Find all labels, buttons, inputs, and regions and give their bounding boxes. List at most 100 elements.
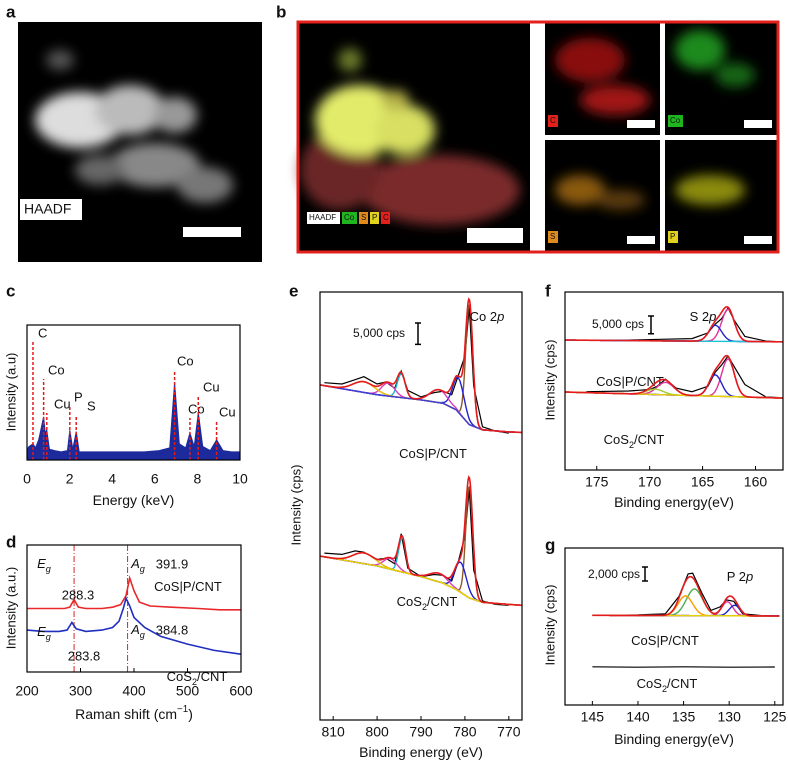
- x-axis-label: Energy (keV): [93, 492, 175, 508]
- text-part: −1: [177, 704, 188, 715]
- text-part: g: [140, 564, 145, 574]
- text-part: g: [140, 630, 145, 640]
- series-label: CoS|P/CNT: [596, 374, 664, 389]
- annotation: 283.8: [68, 648, 101, 663]
- legend-text: C: [383, 213, 389, 222]
- text-part: CoS|P/CNT: [631, 633, 699, 648]
- text-part: /CNT: [427, 594, 457, 609]
- text-part: S 2: [690, 309, 710, 324]
- peak-label: Cu: [54, 396, 71, 411]
- series-label: CoS2/CNT: [397, 594, 458, 612]
- text-part: p: [496, 309, 504, 324]
- plot-frame: [564, 291, 784, 471]
- fit-component: [319, 373, 522, 434]
- haadf-image: HAADF: [18, 22, 262, 262]
- text-part: 2: [629, 440, 634, 450]
- map-label: C: [550, 116, 556, 125]
- panel-letter: c: [6, 281, 15, 300]
- raw-data: [586, 306, 782, 343]
- text-part: Raman shift (cm: [75, 706, 177, 722]
- annotation: 391.9: [156, 556, 189, 571]
- legend-text: Co: [344, 213, 355, 222]
- scale-bar-label: 5,000 cps: [353, 326, 405, 340]
- text-part: 2: [422, 602, 427, 612]
- x-tick-label: 175: [585, 474, 609, 490]
- chart: 200 300 400 500 600 Raman shift (cm−1) Intensi…: [3, 544, 253, 722]
- x-tick-label: 160: [744, 474, 768, 490]
- scale-bar: [415, 322, 421, 346]
- text-part: Energy (keV): [93, 492, 175, 508]
- legend-chip: [307, 212, 340, 224]
- x-tick-label: 810: [321, 724, 345, 740]
- text-part: Binding energy(eV): [614, 494, 734, 510]
- x-tick-label: 6: [151, 471, 159, 487]
- text-part: E: [37, 556, 46, 571]
- plot-frame: [26, 544, 242, 673]
- peak-label: C: [38, 325, 47, 340]
- text-part: CoS|P/CNT: [596, 374, 664, 389]
- map-frame: [296, 20, 780, 254]
- text-part: CoS|P/CNT: [399, 446, 467, 461]
- text-part: Binding energy (eV): [359, 744, 483, 760]
- x-tick-label: 600: [229, 683, 253, 699]
- series-label: CoS2/CNT: [604, 432, 665, 450]
- fit-component: [319, 380, 522, 434]
- x-tick-label: 790: [409, 724, 433, 740]
- panel-letter: g: [545, 535, 555, 554]
- composite-map: [300, 48, 520, 225]
- scale-bar: [642, 566, 648, 582]
- series-label: CoS|P/CNT: [399, 446, 467, 461]
- x-tick-label: 300: [69, 683, 93, 699]
- text-part: /CNT: [667, 676, 697, 691]
- series-label: CoS|P/CNT: [154, 579, 222, 594]
- scale-bar: [467, 228, 523, 243]
- gap: [545, 135, 778, 140]
- x-tick-label: 770: [497, 724, 521, 740]
- map-chip: [668, 115, 683, 127]
- text-part: g: [46, 632, 51, 642]
- y-axis-label: Intensity (cps): [542, 585, 557, 666]
- plot-frame: [319, 291, 523, 721]
- text-part: CoS: [397, 594, 423, 609]
- series-line: [26, 595, 242, 655]
- raw-data: [324, 488, 509, 606]
- x-axis-label: Raman shift (cm−1): [75, 704, 193, 722]
- series-line: [27, 574, 241, 611]
- legend-text: P: [372, 213, 377, 222]
- legend-chip: [370, 212, 379, 224]
- series-label: CoS2/CNT: [167, 669, 228, 687]
- chart: 145 140 135 130 125 Binding energy(eV) Intensi…: [542, 547, 787, 747]
- text-part: /CNT: [197, 669, 227, 684]
- scale-bar: [648, 315, 654, 335]
- y-axis-label: Intensity (cps): [288, 465, 303, 546]
- x-tick-label: 125: [763, 709, 787, 725]
- fit-envelope: [319, 297, 522, 434]
- fit-envelope: [565, 305, 783, 343]
- text-part: 2: [192, 677, 197, 687]
- x-axis-label: Binding energy (eV): [359, 744, 483, 760]
- x-tick-label: 2: [66, 471, 74, 487]
- text-part: CoS: [604, 432, 630, 447]
- text-part: CoS: [167, 669, 193, 684]
- panel-letter: a: [6, 2, 16, 21]
- x-tick-label: 0: [23, 471, 31, 487]
- gap: [530, 22, 545, 252]
- particles: [35, 50, 233, 203]
- x-tick-label: 170: [638, 474, 662, 490]
- text-part: P 2: [727, 569, 746, 584]
- chart: 810 800 790 780 770 Binding energy (eV) Intens…: [288, 291, 523, 760]
- peak-label: Cu: [219, 404, 236, 419]
- fit-envelope: [564, 354, 783, 399]
- legend-text: HAADF: [309, 213, 336, 222]
- fit-component: [592, 601, 780, 617]
- x-tick-label: 165: [691, 474, 715, 490]
- fit-component: [319, 384, 522, 434]
- legend-chip: [359, 212, 368, 224]
- text-part: /CNT: [634, 432, 664, 447]
- map-label: S: [550, 232, 555, 241]
- annotation: Ag: [130, 556, 145, 574]
- text-part: p: [745, 569, 753, 584]
- peak-label: Co: [48, 362, 65, 377]
